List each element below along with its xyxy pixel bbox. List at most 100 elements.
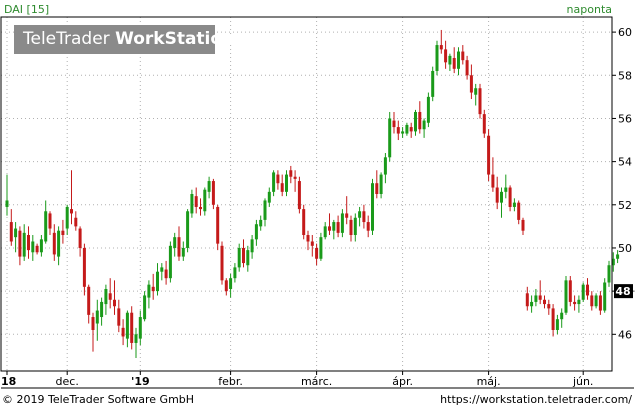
candle bbox=[293, 170, 297, 192]
instrument-label[interactable]: DAI [15] bbox=[4, 3, 50, 16]
candle bbox=[573, 295, 577, 311]
candle-body bbox=[414, 111, 417, 132]
candle-body bbox=[323, 226, 327, 238]
candle bbox=[259, 215, 263, 231]
x-tick-label: dec. bbox=[56, 375, 79, 388]
candle-body bbox=[39, 239, 43, 253]
candle bbox=[113, 280, 116, 315]
candle-body bbox=[121, 327, 125, 337]
candle bbox=[297, 176, 301, 214]
candle-body bbox=[57, 230, 61, 257]
candle bbox=[190, 189, 194, 218]
candle-body bbox=[164, 269, 168, 279]
candle-body bbox=[371, 183, 374, 231]
candle bbox=[203, 187, 207, 216]
candle-body bbox=[160, 267, 164, 272]
candle bbox=[461, 45, 465, 65]
candle-body bbox=[82, 247, 86, 287]
candle bbox=[508, 185, 512, 212]
candle bbox=[246, 245, 250, 272]
candle-body bbox=[521, 219, 525, 231]
candle bbox=[611, 252, 615, 272]
x-tick-label: febr. bbox=[218, 375, 243, 388]
candle-body bbox=[130, 312, 134, 343]
x-tick-label: ápr. bbox=[392, 375, 413, 388]
candle bbox=[87, 284, 91, 324]
candle-body bbox=[216, 206, 220, 244]
candle-body bbox=[181, 247, 185, 257]
last-price-label: 48 bbox=[615, 285, 630, 298]
candle bbox=[61, 219, 65, 244]
candle bbox=[345, 196, 349, 225]
candle-body bbox=[220, 245, 224, 281]
candle-body bbox=[254, 224, 258, 240]
candle-body bbox=[332, 222, 336, 231]
candle-body bbox=[603, 282, 607, 311]
candle bbox=[495, 176, 499, 210]
candle-body bbox=[431, 70, 435, 97]
candle bbox=[426, 92, 430, 128]
candle-body bbox=[379, 174, 383, 194]
candle-body bbox=[199, 206, 202, 210]
candle-body bbox=[319, 237, 323, 259]
y-tick-label: 60 bbox=[618, 26, 632, 39]
candle-body bbox=[22, 232, 26, 257]
candle-body bbox=[551, 308, 555, 330]
candle-body bbox=[474, 88, 478, 95]
candle-body bbox=[211, 181, 215, 205]
candle bbox=[349, 215, 353, 242]
candle-body bbox=[487, 135, 491, 175]
candle bbox=[551, 304, 555, 337]
candle-body bbox=[573, 301, 577, 305]
candle-body bbox=[543, 299, 546, 305]
candle bbox=[168, 241, 172, 283]
candle-body bbox=[560, 312, 564, 320]
candle bbox=[500, 187, 503, 218]
candle-body bbox=[530, 301, 534, 307]
candle-body bbox=[113, 299, 116, 307]
candle bbox=[478, 83, 482, 119]
candle-body bbox=[9, 222, 13, 242]
candle bbox=[439, 29, 443, 54]
period-label[interactable]: naponta bbox=[566, 3, 612, 16]
candle bbox=[323, 222, 327, 240]
candle bbox=[555, 314, 559, 335]
candle bbox=[151, 273, 155, 300]
candle-body bbox=[207, 181, 211, 192]
candle bbox=[336, 215, 340, 238]
candle bbox=[207, 176, 211, 199]
candle bbox=[18, 226, 22, 266]
candle bbox=[543, 295, 546, 309]
x-tick-label: '19 bbox=[131, 375, 150, 388]
candle-body bbox=[190, 194, 194, 214]
candle-body bbox=[336, 222, 340, 233]
candle-body bbox=[14, 228, 18, 238]
candle bbox=[199, 198, 202, 216]
candle bbox=[603, 278, 607, 313]
candle bbox=[405, 122, 409, 136]
candle bbox=[130, 306, 134, 350]
candle bbox=[216, 204, 220, 251]
candle-body bbox=[405, 124, 409, 134]
candle bbox=[319, 232, 323, 261]
candle bbox=[371, 178, 374, 236]
last-price-badge bbox=[614, 284, 633, 299]
axes: 46 48 50 52 54 56 58 60 '18 dec. '19 febr. márc. ápr.… bbox=[0, 16, 635, 389]
logo-brand-bold: WorkStation bbox=[115, 29, 235, 49]
candle bbox=[104, 284, 108, 315]
candle bbox=[70, 170, 73, 225]
candle bbox=[414, 109, 417, 136]
candle bbox=[487, 129, 491, 182]
candle-body bbox=[409, 127, 413, 132]
candle-body bbox=[125, 312, 129, 339]
candle-body bbox=[439, 45, 443, 50]
source-url-link[interactable]: https://workstation.teletrader.com/ bbox=[440, 393, 632, 406]
candle-body bbox=[168, 245, 172, 279]
candle-body bbox=[61, 230, 65, 236]
candle-body bbox=[293, 176, 297, 179]
candle bbox=[418, 101, 422, 134]
candle bbox=[108, 278, 112, 309]
candle-body bbox=[495, 187, 499, 203]
candle-body bbox=[272, 172, 276, 192]
